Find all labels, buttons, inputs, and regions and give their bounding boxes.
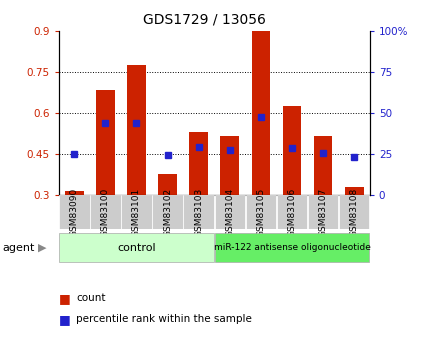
Text: control: control xyxy=(117,243,155,253)
Text: GSM83100: GSM83100 xyxy=(101,188,110,237)
FancyBboxPatch shape xyxy=(214,195,244,229)
FancyBboxPatch shape xyxy=(121,195,151,229)
Bar xyxy=(220,136,239,195)
Text: ▶: ▶ xyxy=(38,243,47,253)
Bar xyxy=(158,175,177,195)
Text: agent: agent xyxy=(2,243,34,253)
Text: GSM83090: GSM83090 xyxy=(69,188,79,237)
FancyBboxPatch shape xyxy=(183,195,214,229)
FancyBboxPatch shape xyxy=(276,195,306,229)
FancyBboxPatch shape xyxy=(59,233,213,262)
Text: GSM83104: GSM83104 xyxy=(225,188,234,237)
FancyBboxPatch shape xyxy=(307,195,338,229)
Text: ■: ■ xyxy=(59,313,70,326)
Text: percentile rank within the sample: percentile rank within the sample xyxy=(76,314,251,324)
Bar xyxy=(127,65,145,195)
Text: GSM83107: GSM83107 xyxy=(318,188,327,237)
Bar xyxy=(344,187,363,195)
Text: GSM83108: GSM83108 xyxy=(349,188,358,237)
FancyBboxPatch shape xyxy=(90,195,120,229)
Text: GDS1729 / 13056: GDS1729 / 13056 xyxy=(143,12,265,26)
FancyBboxPatch shape xyxy=(59,195,89,229)
FancyBboxPatch shape xyxy=(214,233,368,262)
FancyBboxPatch shape xyxy=(152,195,182,229)
Text: ■: ■ xyxy=(59,292,70,305)
Bar xyxy=(96,90,115,195)
Bar xyxy=(65,191,83,195)
Bar xyxy=(313,136,332,195)
FancyBboxPatch shape xyxy=(245,195,276,229)
Text: GSM83103: GSM83103 xyxy=(194,188,203,237)
Text: count: count xyxy=(76,294,105,303)
Text: GSM83106: GSM83106 xyxy=(287,188,296,237)
Text: GSM83101: GSM83101 xyxy=(132,188,141,237)
Text: GSM83102: GSM83102 xyxy=(163,188,172,237)
Text: GSM83105: GSM83105 xyxy=(256,188,265,237)
Text: miR-122 antisense oligonucleotide: miR-122 antisense oligonucleotide xyxy=(213,243,370,252)
FancyBboxPatch shape xyxy=(338,195,368,229)
Bar xyxy=(189,132,207,195)
Bar xyxy=(282,106,301,195)
Bar xyxy=(251,31,270,195)
